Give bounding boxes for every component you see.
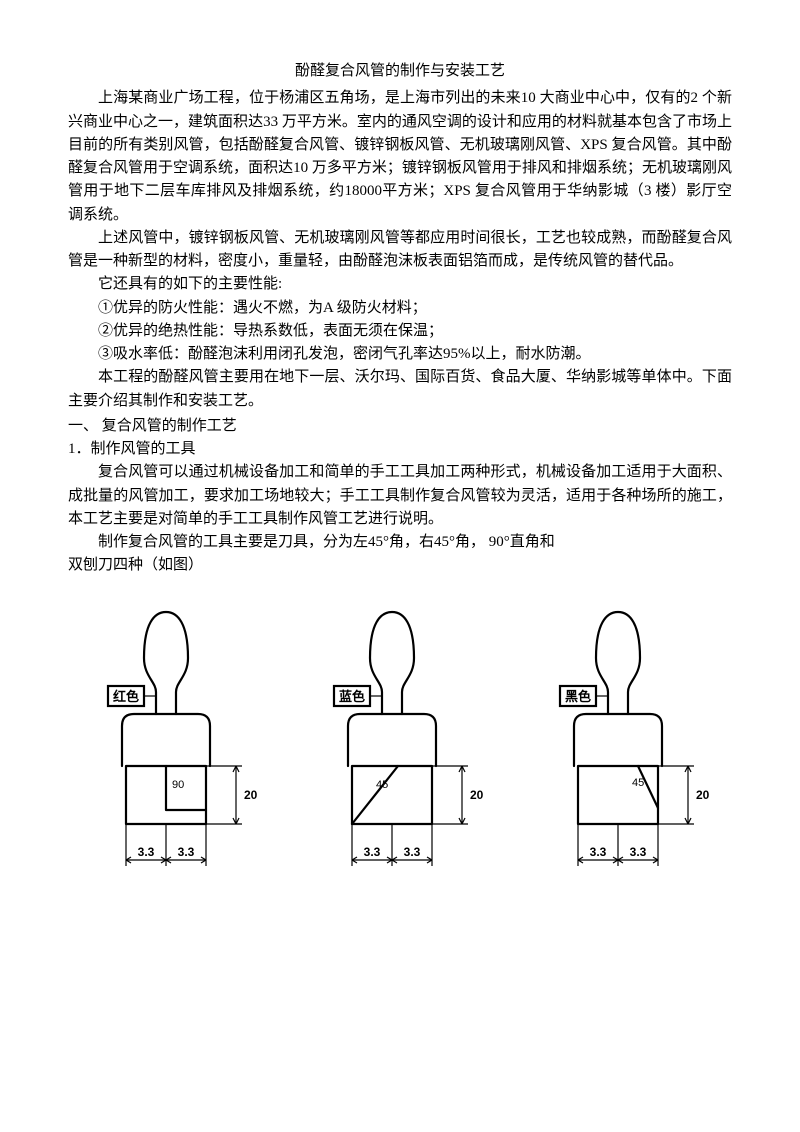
heading-section-1: 一、 复合风管的制作工艺 (68, 415, 732, 438)
dim-vertical: 20 (244, 788, 258, 802)
dim-h-right: 3.3 (630, 845, 647, 859)
paragraph-9a: 制作复合风管的工具主要是刀具，分为左45°角，右45°角， 90°直角和 (68, 531, 732, 554)
paragraph-8: 复合风管可以通过机械设备加工和简单的手工工具加工两种形式，机械设备加工适用于大面… (68, 461, 732, 531)
heading-subsection-1: 1．制作风管的工具 (68, 438, 732, 461)
paragraph-5: ②优异的绝热性能：导热系数低，表面无须在保温； (68, 320, 732, 343)
dim-h-left: 3.3 (138, 845, 155, 859)
tool-label: 蓝色 (339, 689, 365, 704)
angle-label: 90 (172, 779, 184, 791)
tool-svg: 蓝色 45 20 3.3 3.3 (300, 606, 500, 876)
paragraph-9b: 双刨刀四种（如图） (68, 554, 732, 577)
page-title: 酚醛复合风管的制作与安装工艺 (68, 60, 732, 83)
dim-h-right: 3.3 (178, 845, 195, 859)
paragraph-7: 本工程的酚醛风管主要用在地下一层、沃尔玛、国际百货、食品大厦、华纳影城等单体中。… (68, 366, 732, 413)
tool-diagrams-row: 红色 90 20 3.3 3.3 蓝色 (68, 606, 732, 876)
dim-h-right: 3.3 (404, 845, 421, 859)
tool-svg: 黑色 45 20 3.3 3.3 (526, 606, 726, 876)
dim-vertical: 20 (470, 788, 484, 802)
paragraph-6: ③吸水率低：酚醛泡沫利用闭孔发泡，密闭气孔率达95%以上，耐水防潮。 (68, 343, 732, 366)
tool-label: 红色 (113, 689, 139, 704)
angle-label: 45 (376, 779, 388, 791)
tool-svg: 红色 90 20 3.3 3.3 (74, 606, 274, 876)
tool-diagram-1: 红色 90 20 3.3 3.3 (74, 606, 274, 876)
paragraph-1: 上海某商业广场工程，位于杨浦区五角场，是上海市列出的未来10 大商业中心中，仅有… (68, 87, 732, 227)
tool-label: 黑色 (565, 689, 591, 704)
dim-vertical: 20 (696, 788, 710, 802)
dim-h-left: 3.3 (590, 845, 607, 859)
tool-diagram-3: 黑色 45 20 3.3 3.3 (526, 606, 726, 876)
dim-h-left: 3.3 (364, 845, 381, 859)
paragraph-4: ①优异的防火性能：遇火不燃，为A 级防火材料； (68, 297, 732, 320)
angle-label: 45 (632, 777, 644, 789)
tool-diagram-2: 蓝色 45 20 3.3 3.3 (300, 606, 500, 876)
paragraph-3: 它还具有的如下的主要性能: (68, 273, 732, 296)
paragraph-2: 上述风管中，镀锌钢板风管、无机玻璃刚风管等都应用时间很长，工艺也较成熟，而酚醛复… (68, 227, 732, 274)
